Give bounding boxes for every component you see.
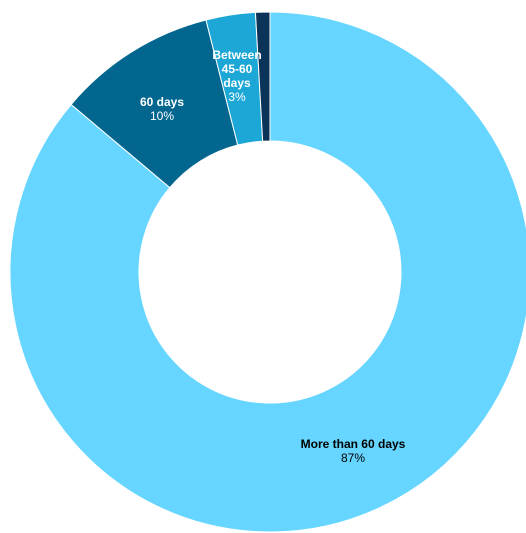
slice-label-name: Between	[212, 48, 261, 62]
slices-layer	[9, 11, 526, 533]
slice-other-small-slice[interactable]	[254, 11, 271, 142]
slice-label-percent: 3%	[228, 90, 246, 104]
slice-label-name: 60 days	[140, 95, 184, 109]
slice-label-name: More than 60 days	[301, 437, 406, 451]
slice-label-percent: 87%	[341, 451, 365, 465]
slice-label-name: days	[223, 76, 251, 90]
slice-more-than-60-days[interactable]	[9, 11, 526, 533]
slice-label-name: 45-60	[222, 62, 253, 76]
slice-label-percent: 10%	[150, 109, 174, 123]
